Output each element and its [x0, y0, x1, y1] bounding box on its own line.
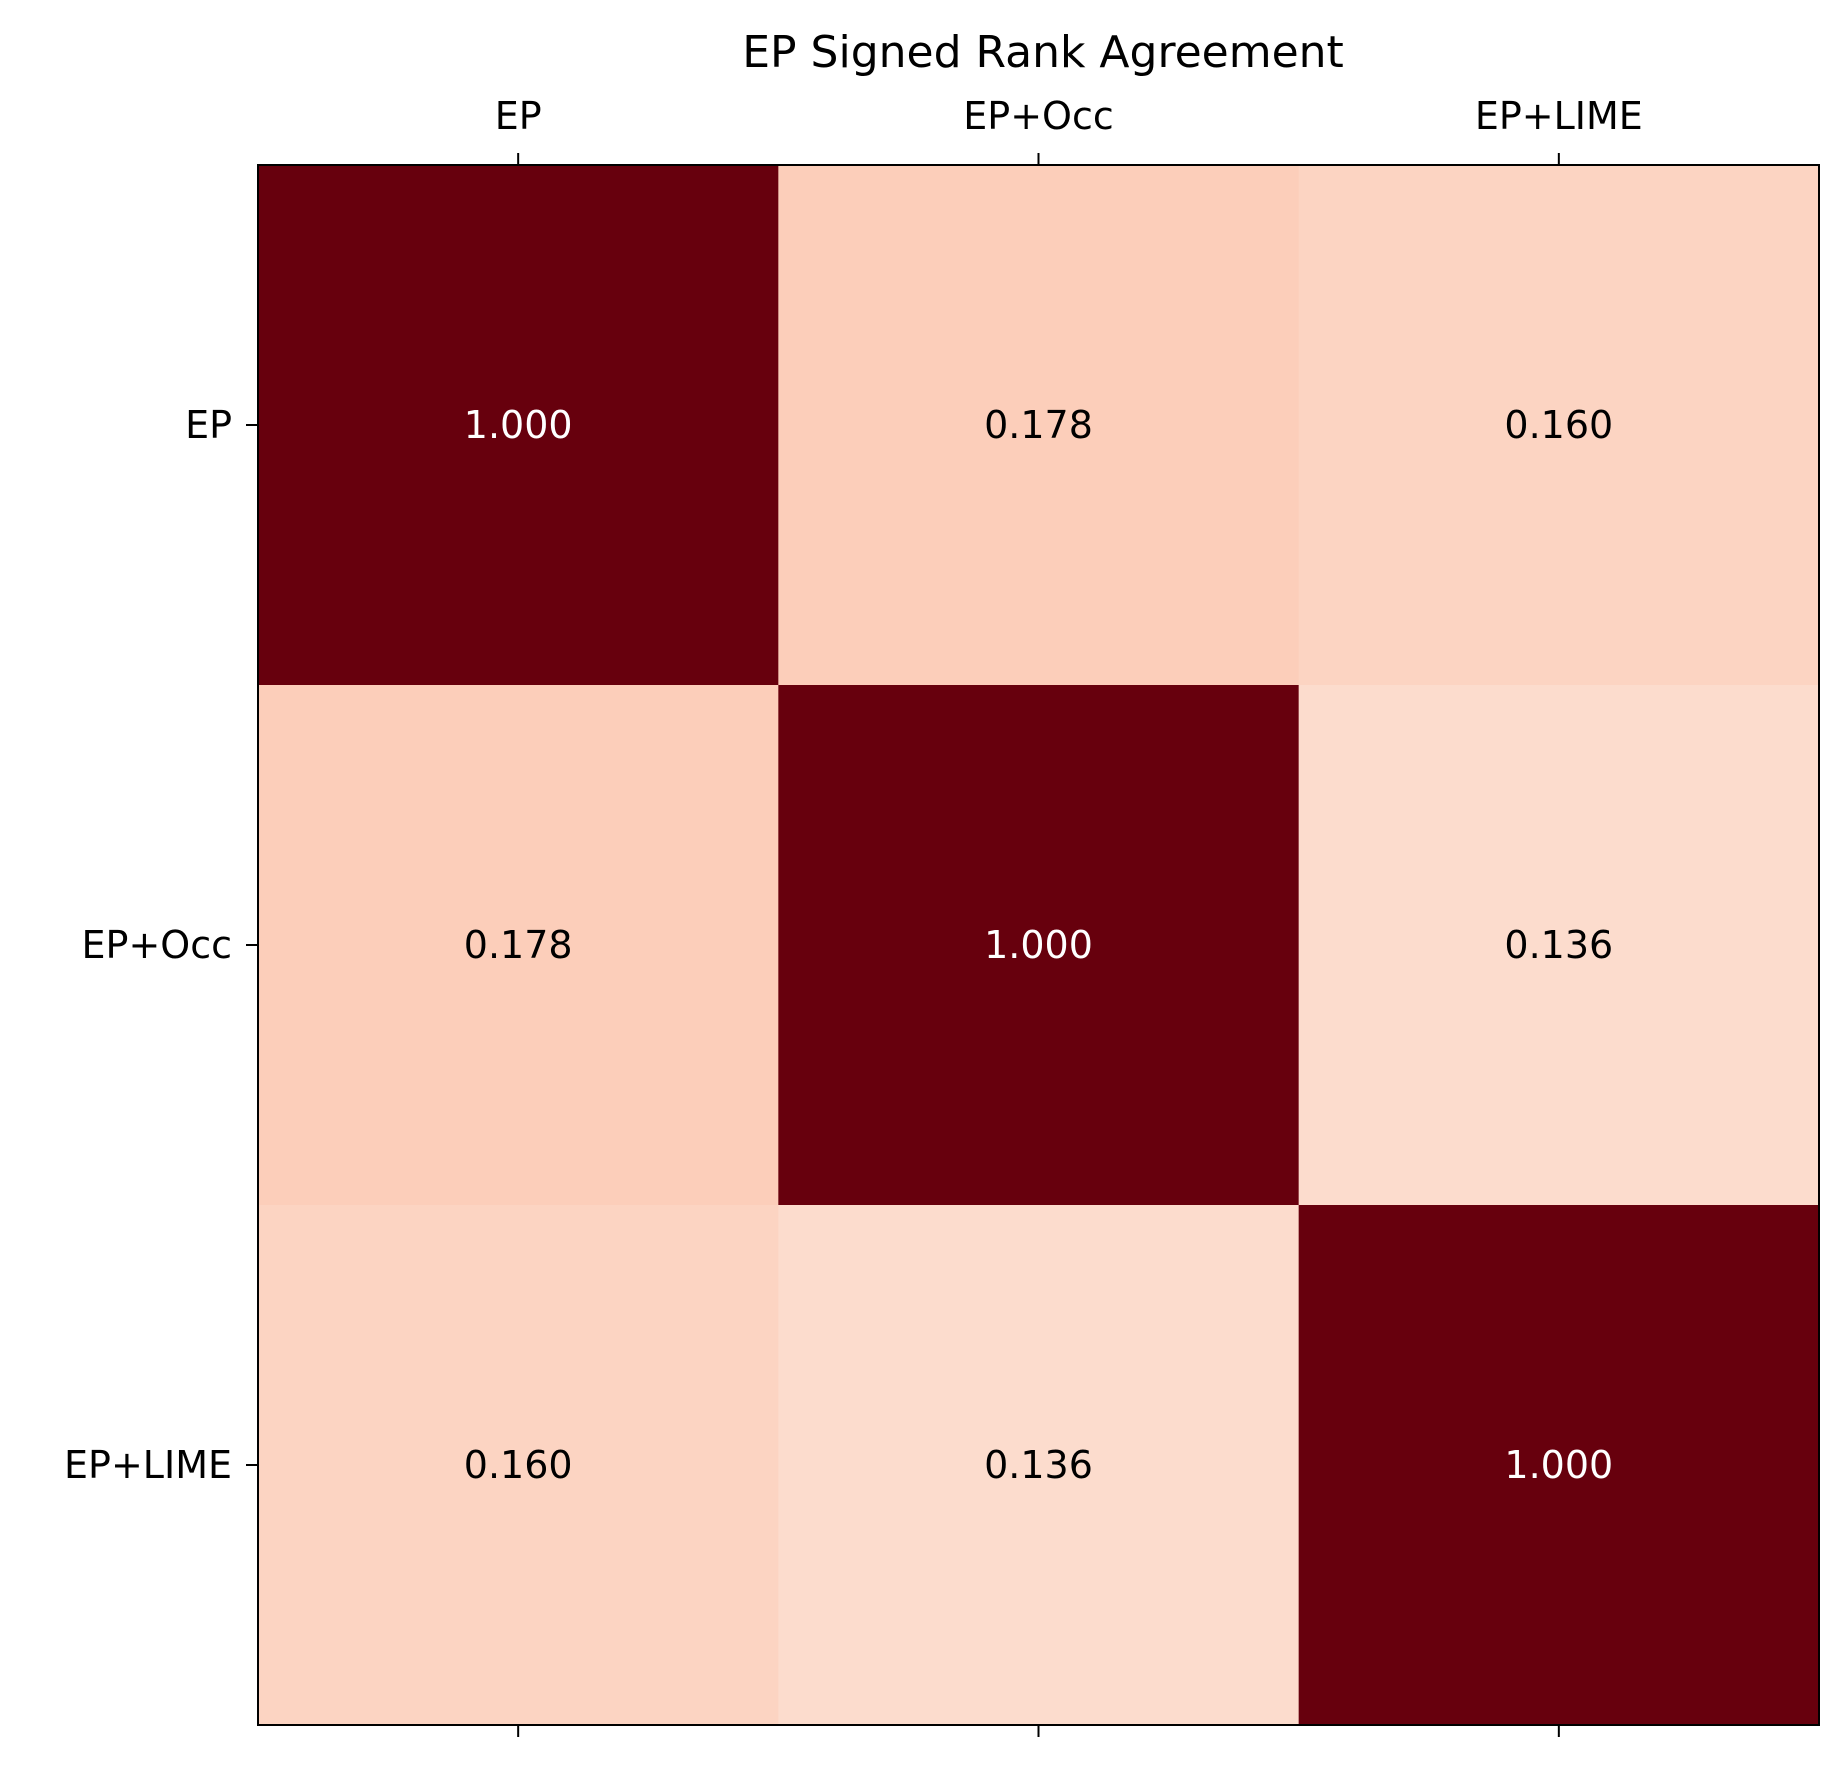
- heatmap-cell-1-0: [258, 685, 779, 1206]
- heatmap-cell-2-1: [778, 1205, 1300, 1726]
- heatmap-cell-0-0: [258, 165, 779, 686]
- cell-value-label: 0.136: [984, 1443, 1093, 1487]
- cell-value-label: 0.160: [1504, 403, 1613, 447]
- cell-value-label: 1.000: [984, 923, 1093, 967]
- heatmap-cell-0-2: [1298, 165, 1820, 686]
- x-tick-label: EP+Occ: [963, 94, 1113, 138]
- cell-value-label: 0.178: [464, 923, 573, 967]
- x-tick-label: EP: [495, 94, 542, 138]
- cell-value-label: 0.136: [1504, 923, 1613, 967]
- cell-value-label: 0.178: [984, 403, 1093, 447]
- chart-title: EP Signed Rank Agreement: [742, 27, 1344, 78]
- y-tick-label: EP+Occ: [82, 923, 232, 967]
- heatmap-cell-2-0: [258, 1205, 779, 1726]
- cell-value-label: 0.160: [464, 1443, 573, 1487]
- cell-value-label: 1.000: [1504, 1443, 1613, 1487]
- heatmap-cells: [258, 165, 1820, 1726]
- heatmap-cell-labels: 1.000 0.178 0.160 0.178 1.000 0.136 0.160 0.136…: [464, 403, 1613, 1487]
- heatmap-ticks: EP EP+Occ EP+LIME EP EP+Occ EP+LIME: [64, 94, 1643, 1737]
- heatmap-cell-1-1: [778, 685, 1300, 1206]
- y-tick-label: EP+LIME: [64, 1443, 232, 1487]
- x-tick-label: EP+LIME: [1475, 94, 1643, 138]
- cell-value-label: 1.000: [464, 403, 573, 447]
- heatmap-cell-1-2: [1298, 685, 1820, 1206]
- y-tick-label: EP: [185, 403, 232, 447]
- heatmap-cell-2-2: [1298, 1205, 1820, 1726]
- heatmap-cell-0-1: [778, 165, 1300, 686]
